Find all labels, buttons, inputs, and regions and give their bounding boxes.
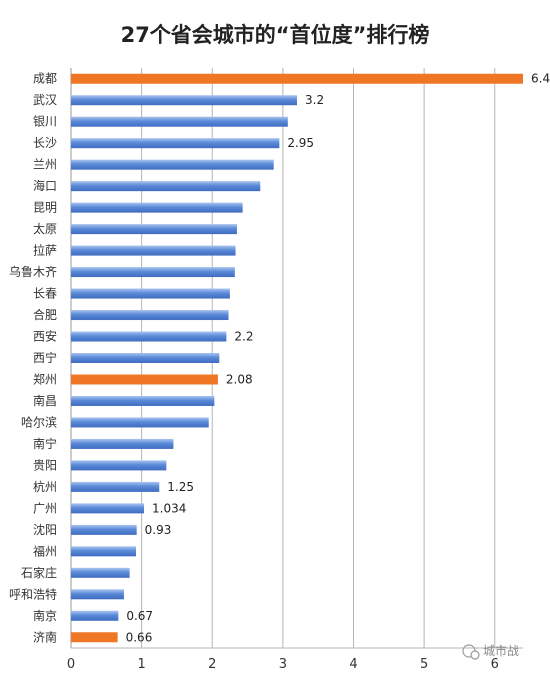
data-label-4: 2.95 xyxy=(287,136,314,150)
category-label-5: 兰州 xyxy=(33,158,57,172)
bar-10 xyxy=(71,267,235,278)
category-label-9: 拉萨 xyxy=(33,243,57,258)
category-label-20: 杭州 xyxy=(33,479,57,494)
watermark: 城市战 xyxy=(462,643,519,660)
bar-18 xyxy=(71,438,174,449)
x-tick-label-1: 1 xyxy=(137,657,145,672)
x-tick-label-5: 5 xyxy=(420,657,428,672)
bar-4 xyxy=(71,138,280,149)
x-tick-label-4: 4 xyxy=(349,657,357,672)
category-label-2: 武汉 xyxy=(33,93,57,107)
category-label-8: 太原 xyxy=(33,221,57,236)
bar-8 xyxy=(71,224,237,235)
x-tick-label-2: 2 xyxy=(208,657,216,672)
category-label-17: 哈尔滨 xyxy=(21,414,57,429)
bar-5 xyxy=(71,159,274,170)
bar-25 xyxy=(71,589,124,600)
bar-1 xyxy=(71,73,523,84)
chart-title: 27个省会城市的“首位度”排行榜 xyxy=(121,23,430,47)
wechat-icon-small xyxy=(470,650,480,660)
bar-27 xyxy=(71,632,118,643)
category-label-23: 福州 xyxy=(33,543,57,558)
category-label-14: 西宁 xyxy=(33,350,57,365)
category-label-13: 西安 xyxy=(33,329,57,344)
data-label-26: 0.67 xyxy=(126,609,153,623)
x-tick-label-0: 0 xyxy=(67,657,75,672)
category-label-12: 合肥 xyxy=(33,307,57,322)
data-label-15: 2.08 xyxy=(226,372,253,386)
bar-16 xyxy=(71,395,215,406)
data-label-27: 0.66 xyxy=(126,630,153,644)
bar-13 xyxy=(71,331,227,342)
bar-22 xyxy=(71,524,137,535)
category-label-6: 海口 xyxy=(33,178,57,193)
data-label-21: 1.034 xyxy=(152,501,186,515)
bar-2 xyxy=(71,95,297,106)
data-label-13: 2.2 xyxy=(234,330,253,344)
category-label-1: 成都 xyxy=(33,72,57,86)
bar-12 xyxy=(71,310,229,321)
data-label-20: 1.25 xyxy=(167,480,194,494)
x-axis-ticks: 0 1 2 3 4 5 6 xyxy=(67,657,499,672)
bar-14 xyxy=(71,353,220,363)
bar-21 xyxy=(71,503,145,514)
category-label-15: 郑州 xyxy=(33,371,57,386)
bar-19 xyxy=(71,460,167,471)
bar-11 xyxy=(71,288,230,299)
bar-7 xyxy=(71,202,243,213)
value-labels: 6.4 3.2 2.95 2.2 2.08 1.25 1.034 0.93 0.67 0.66 xyxy=(126,72,550,645)
watermark-text: 城市战 xyxy=(483,643,519,658)
category-label-7: 昆明 xyxy=(33,201,57,215)
category-label-18: 南宁 xyxy=(33,436,57,451)
bar-20 xyxy=(71,481,160,492)
category-label-21: 广州 xyxy=(33,501,57,515)
category-labels: 成都武汉银川长沙兰州海口昆明太原拉萨乌鲁木齐长春合肥西安西宁郑州南昌哈尔滨南宁贵… xyxy=(9,72,57,645)
category-label-19: 贵阳 xyxy=(33,458,57,472)
bar-17 xyxy=(71,417,209,428)
category-label-22: 沈阳 xyxy=(33,522,57,537)
x-tick-label-3: 3 xyxy=(279,657,287,672)
category-label-16: 南昌 xyxy=(33,393,57,408)
bar-26 xyxy=(71,610,119,621)
category-label-26: 南京 xyxy=(33,608,57,623)
category-label-10: 乌鲁木齐 xyxy=(9,264,57,279)
category-label-4: 长沙 xyxy=(33,136,57,150)
data-label-1: 6.4 xyxy=(531,72,550,86)
x-tick-label-6: 6 xyxy=(491,657,499,672)
bar-24 xyxy=(71,567,130,578)
category-label-25: 呼和浩特 xyxy=(9,586,57,601)
bars xyxy=(71,73,523,643)
data-label-22: 0.93 xyxy=(145,523,172,537)
bar-9 xyxy=(71,245,236,256)
data-label-2: 3.2 xyxy=(305,93,324,107)
bar-23 xyxy=(71,546,136,557)
category-label-27: 济南 xyxy=(33,629,57,644)
bar-15 xyxy=(71,374,218,385)
category-label-3: 银川 xyxy=(33,115,57,129)
bar-6 xyxy=(71,181,261,192)
category-label-24: 石家庄 xyxy=(21,565,57,580)
bar-3 xyxy=(71,116,288,127)
category-label-11: 长春 xyxy=(33,287,57,301)
